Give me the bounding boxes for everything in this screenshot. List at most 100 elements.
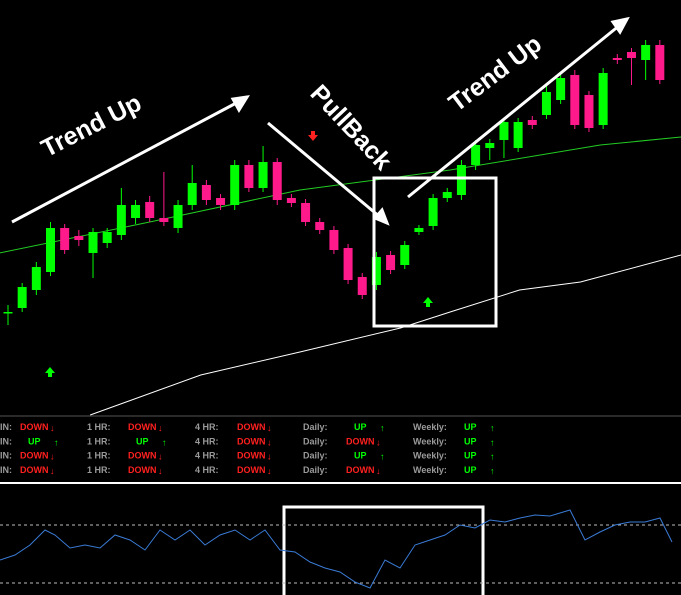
candle-body bbox=[598, 73, 608, 125]
cell-arrow: ↓ bbox=[267, 466, 272, 476]
candle-body bbox=[3, 312, 13, 314]
candle-body bbox=[343, 248, 353, 280]
candle-body bbox=[626, 52, 636, 58]
candle-body bbox=[301, 203, 311, 222]
cell-arrow: ↓ bbox=[158, 466, 163, 476]
cell-arrow: ↓ bbox=[376, 466, 381, 476]
candle-body bbox=[60, 228, 70, 250]
cell-arrow: ↓ bbox=[158, 423, 163, 433]
cell-value: DOWN bbox=[20, 465, 49, 475]
cell-label: 4 HR: bbox=[195, 465, 219, 475]
candle-body bbox=[329, 230, 339, 250]
cell-arrow: ↓ bbox=[376, 437, 381, 447]
cell-label: Weekly: bbox=[413, 465, 447, 475]
cell-value: UP bbox=[354, 422, 367, 432]
candle-body bbox=[612, 58, 622, 60]
cell-value: DOWN bbox=[237, 422, 266, 432]
cell-arrow: ↑ bbox=[162, 437, 167, 447]
cell-arrow: ↑ bbox=[490, 423, 495, 433]
cell-arrow: ↓ bbox=[267, 452, 272, 462]
cell-label: Daily: bbox=[303, 422, 328, 432]
candle-body bbox=[187, 183, 197, 205]
candle-body bbox=[541, 92, 551, 115]
candle-body bbox=[527, 120, 537, 125]
candle-body bbox=[414, 228, 424, 232]
cell-arrow: ↑ bbox=[490, 452, 495, 462]
cell-value: UP bbox=[464, 436, 477, 446]
cell-label: 4 HR: bbox=[195, 451, 219, 461]
candle-body bbox=[485, 143, 495, 148]
cell-label: IN: bbox=[0, 451, 12, 461]
cell-label: Weekly: bbox=[413, 451, 447, 461]
candle-body bbox=[116, 205, 126, 235]
cell-arrow: ↑ bbox=[490, 466, 495, 476]
cell-value: DOWN bbox=[20, 451, 49, 461]
candle-body bbox=[371, 257, 381, 285]
candle-body bbox=[272, 162, 282, 200]
candle-body bbox=[400, 245, 410, 265]
oscillator-line bbox=[0, 509, 673, 589]
trend-arrows bbox=[11, 16, 630, 226]
candle-body bbox=[216, 198, 226, 205]
indicator-table: IN: DOWN ↓ 1 HR: DOWN ↓ 4 HR: DOWN ↓ Daily: UP ↑ Wee… bbox=[0, 422, 495, 476]
candle-body bbox=[556, 78, 566, 100]
cell-label: IN: bbox=[0, 422, 12, 432]
candle-body bbox=[31, 267, 41, 290]
candle-body bbox=[131, 205, 141, 218]
cell-value: UP bbox=[464, 422, 477, 432]
candle-body bbox=[145, 202, 155, 218]
cell-arrow: ↑ bbox=[54, 437, 59, 447]
cell-label: 1 HR: bbox=[87, 465, 111, 475]
signal-arrows bbox=[45, 297, 433, 377]
cell-value: DOWN bbox=[346, 436, 375, 446]
oscillator bbox=[0, 509, 681, 589]
candle-body bbox=[584, 95, 594, 128]
candle-body bbox=[244, 165, 254, 188]
price-chart bbox=[0, 40, 681, 416]
candle-body bbox=[102, 232, 112, 243]
cell-arrow: ↓ bbox=[158, 452, 163, 462]
cell-arrow: ↑ bbox=[490, 437, 495, 447]
cell-label: 1 HR: bbox=[87, 422, 111, 432]
cell-arrow: ↑ bbox=[380, 423, 385, 433]
cell-value: UP bbox=[464, 465, 477, 475]
candle-body bbox=[201, 185, 211, 200]
candle-body bbox=[74, 236, 84, 240]
cell-value: UP bbox=[354, 451, 367, 461]
cell-value: DOWN bbox=[128, 422, 157, 432]
cell-label: Weekly: bbox=[413, 436, 447, 446]
cell-value: DOWN bbox=[237, 465, 266, 475]
cell-arrow: ↓ bbox=[267, 423, 272, 433]
candle-body bbox=[655, 45, 665, 80]
cell-value: UP bbox=[28, 436, 41, 446]
cell-value: UP bbox=[136, 436, 149, 446]
candle-body bbox=[88, 232, 98, 253]
candle-body bbox=[641, 45, 651, 60]
candle-body bbox=[499, 122, 509, 140]
cell-label: 1 HR: bbox=[87, 451, 111, 461]
cell-arrow: ↓ bbox=[50, 452, 55, 462]
candle-body bbox=[315, 222, 325, 230]
cell-arrow: ↓ bbox=[50, 466, 55, 476]
cell-arrow: ↓ bbox=[267, 437, 272, 447]
candle-body bbox=[357, 277, 367, 295]
candle-body bbox=[46, 228, 56, 272]
candle-body bbox=[258, 162, 268, 188]
candle-body bbox=[471, 145, 481, 165]
candle-body bbox=[286, 198, 296, 203]
cell-value: UP bbox=[464, 451, 477, 461]
highlight-box bbox=[282, 505, 485, 595]
cell-label: 4 HR: bbox=[195, 436, 219, 446]
candle-body bbox=[428, 198, 438, 226]
cell-value: DOWN bbox=[128, 465, 157, 475]
moving-average bbox=[90, 254, 681, 416]
candle-body bbox=[570, 75, 580, 125]
cell-label: IN: bbox=[0, 436, 12, 446]
cell-label: Weekly: bbox=[413, 422, 447, 432]
candle-body bbox=[442, 192, 452, 198]
cell-value: DOWN bbox=[20, 422, 49, 432]
cell-label: Daily: bbox=[303, 451, 328, 461]
highlight-box bbox=[372, 176, 498, 328]
